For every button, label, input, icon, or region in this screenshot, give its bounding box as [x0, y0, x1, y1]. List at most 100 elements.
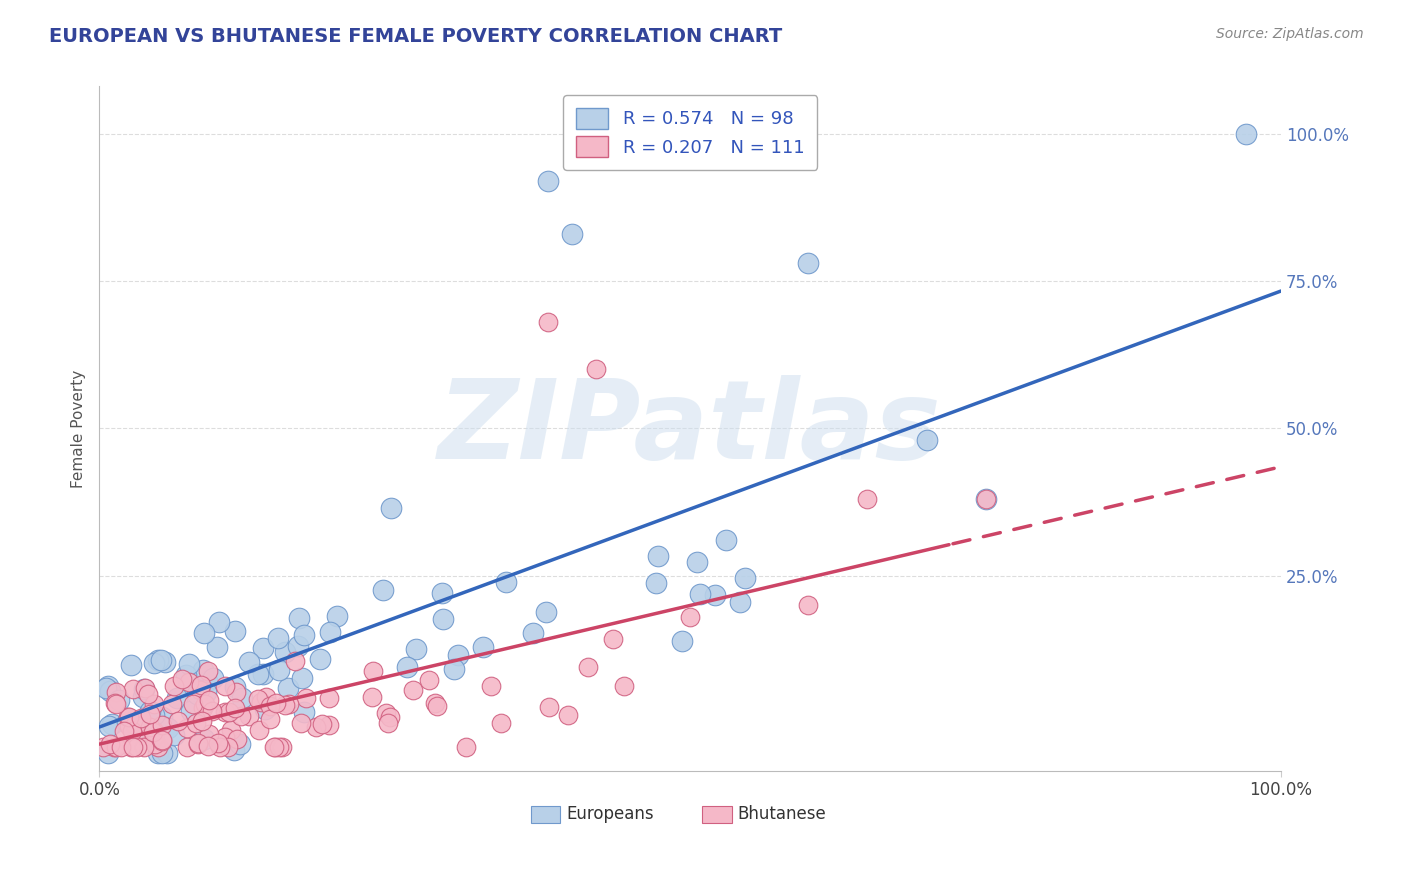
Point	[797, 256, 820, 270]
Point	[122, 739, 145, 754]
Point	[98, 738, 121, 752]
Point	[425, 696, 447, 710]
Point	[377, 716, 399, 731]
Point	[270, 739, 292, 754]
Point	[150, 734, 173, 748]
Point	[495, 574, 517, 589]
Point	[252, 666, 274, 681]
Point	[143, 731, 166, 745]
Point	[263, 739, 285, 754]
Point	[177, 675, 200, 690]
Point	[136, 723, 159, 737]
Point	[537, 174, 560, 188]
Point	[703, 588, 725, 602]
Text: ZIPatlas: ZIPatlas	[439, 375, 942, 482]
Point	[288, 611, 311, 625]
Point	[186, 687, 208, 701]
Point	[229, 709, 252, 723]
Point	[266, 696, 288, 710]
Point	[124, 717, 146, 731]
Point	[188, 683, 211, 698]
Point	[231, 691, 253, 706]
Point	[797, 599, 820, 613]
Point	[318, 625, 340, 640]
Point	[380, 501, 402, 516]
Point	[104, 696, 127, 710]
Point	[277, 681, 299, 695]
Point	[143, 697, 166, 711]
Point	[162, 728, 184, 742]
Point	[128, 725, 150, 739]
Point	[142, 707, 165, 722]
Point	[308, 651, 330, 665]
Point	[198, 693, 221, 707]
Point	[247, 666, 270, 681]
Point	[195, 674, 218, 689]
Point	[136, 687, 159, 701]
Point	[146, 717, 169, 731]
Point	[287, 639, 309, 653]
Point	[115, 714, 138, 729]
Text: Europeans: Europeans	[567, 805, 654, 823]
Point	[146, 653, 169, 667]
Point	[187, 735, 209, 749]
Point	[155, 655, 177, 669]
Point	[602, 632, 624, 646]
Point	[561, 227, 583, 241]
Point	[97, 679, 120, 693]
Text: EUROPEAN VS BHUTANESE FEMALE POVERTY CORRELATION CHART: EUROPEAN VS BHUTANESE FEMALE POVERTY COR…	[49, 27, 783, 45]
Point	[97, 746, 120, 760]
Point	[208, 739, 231, 754]
Point	[395, 660, 418, 674]
Point	[219, 723, 242, 737]
Point	[284, 654, 307, 668]
FancyBboxPatch shape	[530, 806, 560, 823]
Point	[644, 575, 666, 590]
Y-axis label: Female Poverty: Female Poverty	[72, 369, 86, 488]
Point	[576, 660, 599, 674]
Point	[194, 685, 217, 699]
Point	[156, 746, 179, 760]
Point	[269, 739, 291, 754]
Point	[134, 739, 156, 754]
Point	[274, 698, 297, 713]
Point	[191, 663, 214, 677]
Point	[134, 719, 156, 733]
Point	[269, 663, 291, 677]
Point	[218, 705, 240, 719]
Point	[150, 746, 173, 760]
Point	[454, 739, 477, 754]
Point	[856, 492, 879, 507]
Point	[191, 701, 214, 715]
Point	[224, 680, 246, 694]
Point	[181, 698, 204, 712]
Point	[292, 705, 315, 719]
Point	[142, 723, 165, 738]
Point	[679, 610, 702, 624]
Point	[98, 684, 121, 698]
Point	[117, 710, 139, 724]
Point	[167, 714, 190, 728]
Point	[103, 739, 125, 754]
Point	[253, 702, 276, 716]
Point	[254, 690, 277, 704]
Point	[179, 675, 201, 690]
Point	[139, 706, 162, 721]
Point	[290, 716, 312, 731]
Point	[730, 595, 752, 609]
Point	[311, 717, 333, 731]
Point	[186, 716, 208, 731]
Point	[160, 698, 183, 712]
Point	[225, 732, 247, 747]
Point	[98, 719, 121, 733]
Point	[176, 721, 198, 735]
Point	[537, 315, 560, 329]
Point	[259, 699, 281, 714]
Point	[132, 681, 155, 696]
Point	[224, 624, 246, 639]
Point	[613, 679, 636, 693]
Point	[225, 685, 247, 699]
Point	[426, 699, 449, 714]
Point	[443, 662, 465, 676]
Point	[361, 690, 384, 705]
